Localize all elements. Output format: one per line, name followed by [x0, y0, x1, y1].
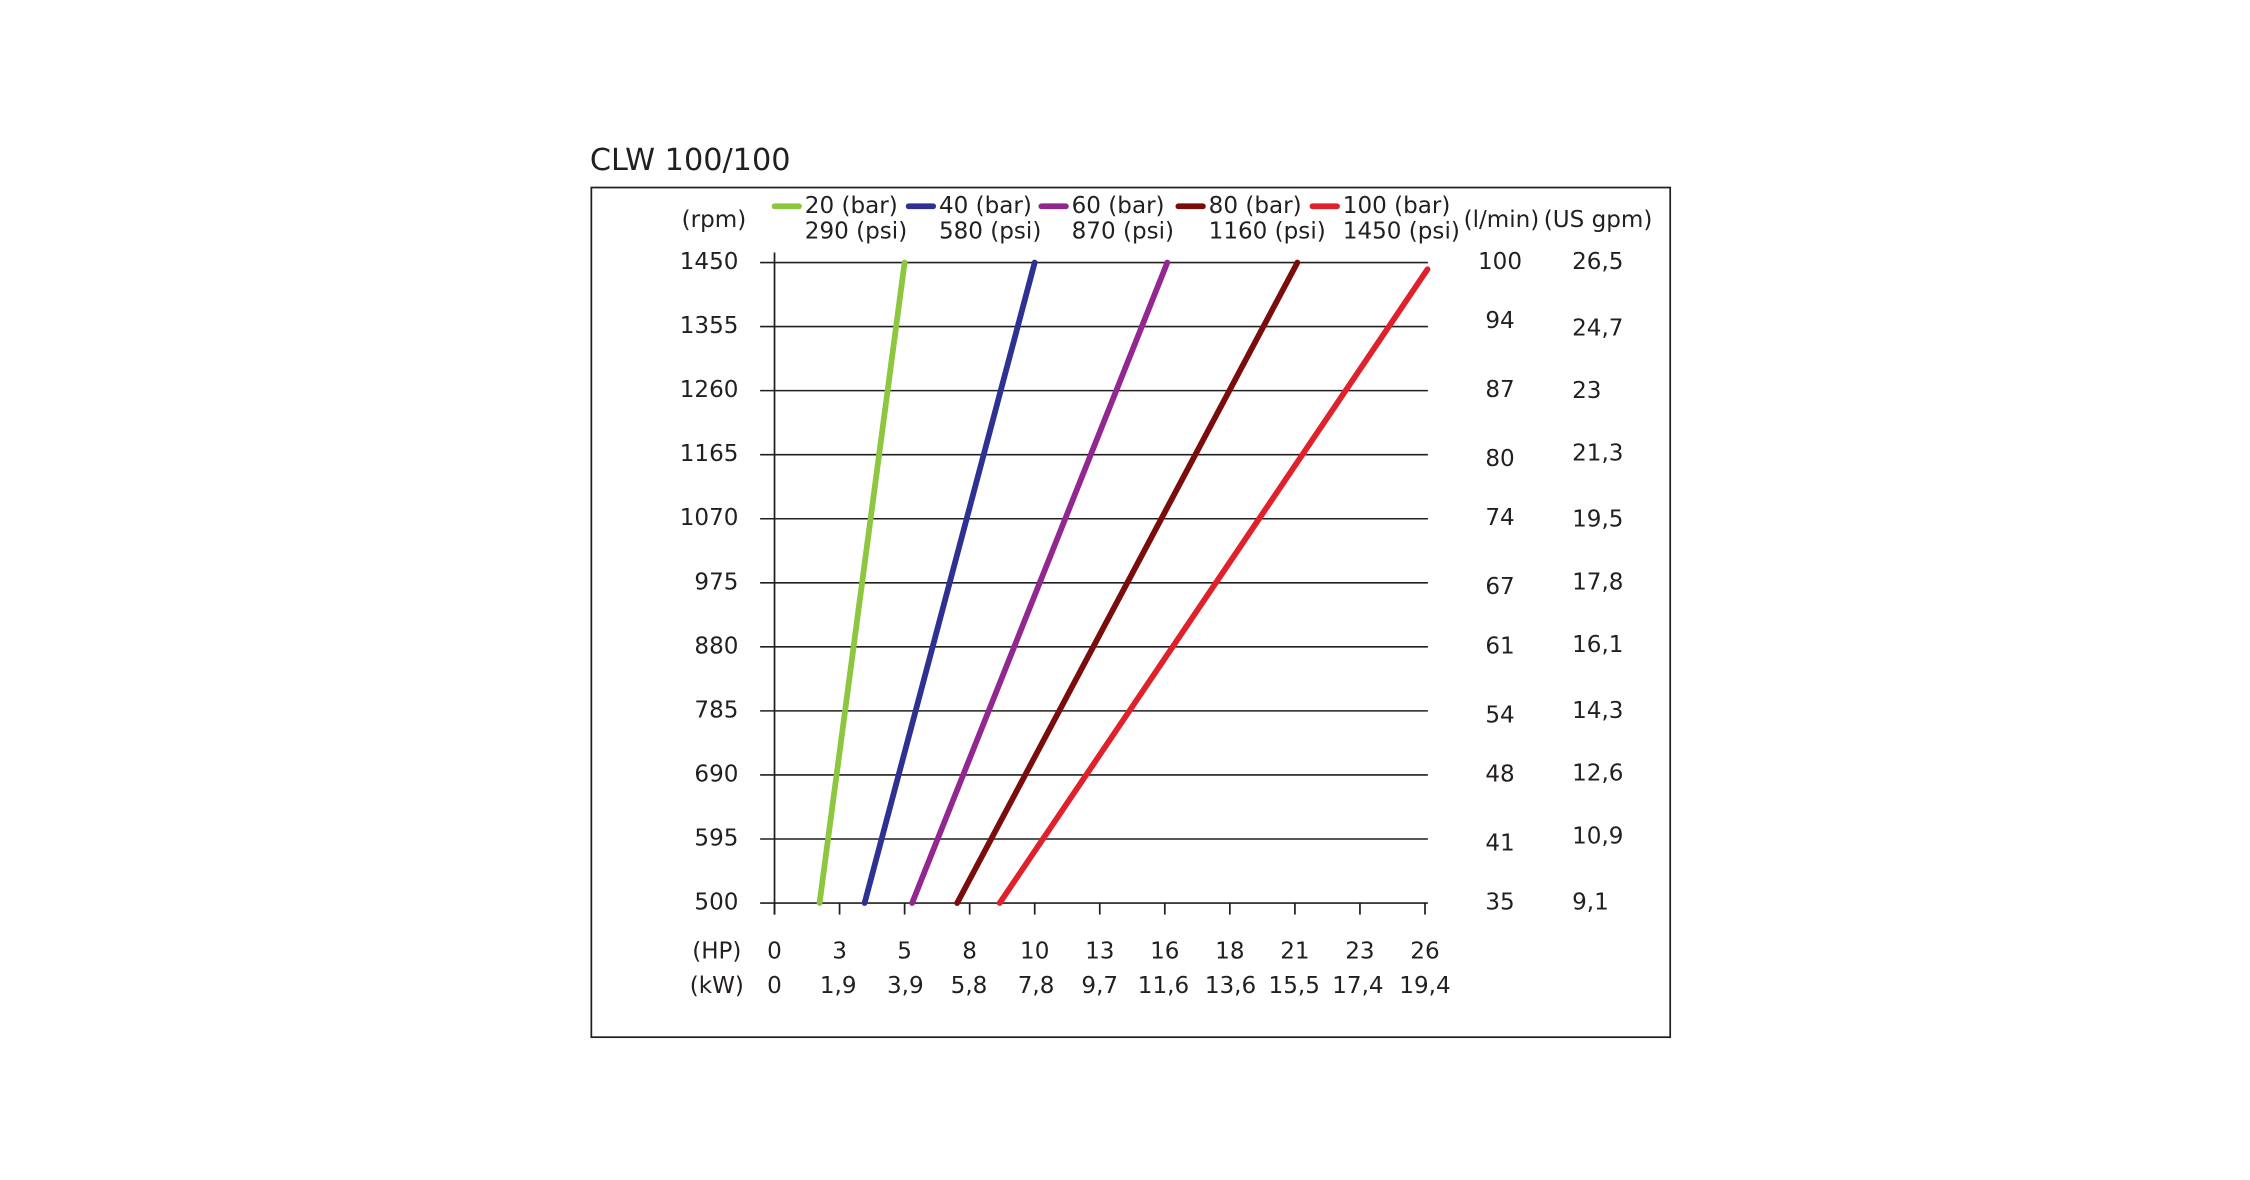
- y3-tick-label: 17,8: [1572, 569, 1623, 595]
- frame: [590, 186, 1672, 1039]
- legend-sublabel: 580 (psi): [939, 219, 1041, 245]
- x-tick-label: 21: [1280, 939, 1309, 965]
- y-axis-label: (rpm): [682, 207, 747, 233]
- x2-tick-label: 19,4: [1399, 973, 1450, 999]
- y3-tick-label: 9,1: [1572, 890, 1609, 916]
- x2-tick-label: 3,9: [887, 973, 924, 999]
- y-tick-label: 785: [694, 697, 738, 723]
- y2-axis-label: (l/min): [1464, 207, 1540, 233]
- legend-sublabel: 1450 (psi): [1343, 219, 1460, 245]
- x2-tick-label: 13,6: [1205, 973, 1256, 999]
- x2-axis-label: (kW): [690, 973, 744, 999]
- x-tick-label: 13: [1085, 939, 1114, 965]
- series-line: [816, 259, 908, 906]
- series-line: [996, 266, 1431, 906]
- chart-title: CLW 100/100: [590, 143, 791, 178]
- x-tick-label: 18: [1215, 939, 1244, 965]
- x2-tick-label: 1,9: [820, 973, 857, 999]
- x-axis-label: (HP): [692, 939, 741, 965]
- y2-tick-label: 87: [1485, 377, 1514, 403]
- x2-tick-label: 9,7: [1081, 973, 1118, 999]
- y-tick-label: 1070: [680, 505, 739, 531]
- y2-tick-label: 35: [1485, 890, 1514, 916]
- y-tick-label: 880: [694, 633, 738, 659]
- y-tick-label: 1355: [680, 313, 739, 339]
- series-line: [954, 259, 1301, 906]
- legend-label: 20 (bar): [805, 193, 898, 219]
- x2-tick-label: 5,8: [951, 973, 988, 999]
- y2-tick-label: 94: [1485, 308, 1514, 334]
- x-tick-label: 10: [1020, 939, 1049, 965]
- y-tick-label: 1165: [680, 441, 739, 467]
- y2-tick-label: 80: [1485, 446, 1514, 472]
- y-tick-label: 1450: [680, 249, 739, 275]
- legend-label: 80 (bar): [1209, 193, 1302, 219]
- y2-tick-label: 61: [1485, 633, 1514, 659]
- x-tick-label: 16: [1150, 939, 1179, 965]
- y3-tick-label: 23: [1572, 378, 1601, 404]
- x-tick-label: 0: [767, 939, 782, 965]
- y-tick-label: 975: [694, 569, 738, 595]
- x2-tick-label: 11,6: [1138, 973, 1189, 999]
- legend-label: 60 (bar): [1072, 193, 1165, 219]
- series-line: [909, 259, 1171, 906]
- x-tick-label: 3: [832, 939, 847, 965]
- y3-tick-label: 14,3: [1572, 698, 1623, 724]
- y-tick-label: 500: [694, 890, 738, 916]
- x-tick-label: 8: [962, 939, 977, 965]
- legend-label: 40 (bar): [939, 193, 1032, 219]
- y2-tick-label: 67: [1485, 574, 1514, 600]
- y-tick-label: 1260: [680, 377, 739, 403]
- x-tick-label: 26: [1410, 939, 1439, 965]
- y-tick-label: 595: [694, 825, 738, 851]
- x2-tick-label: 0: [767, 973, 782, 999]
- legend-label: 100 (bar): [1343, 193, 1451, 219]
- y2-tick-label: 74: [1485, 505, 1514, 531]
- x-tick-label: 5: [897, 939, 912, 965]
- y-tick-label: 690: [694, 761, 738, 787]
- y3-tick-label: 26,5: [1572, 249, 1623, 275]
- y3-tick-label: 16,1: [1572, 632, 1623, 658]
- y3-tick-label: 12,6: [1572, 761, 1623, 787]
- legend-sublabel: 1160 (psi): [1209, 219, 1326, 245]
- y2-tick-label: 41: [1485, 830, 1514, 856]
- y3-tick-label: 19,5: [1572, 507, 1623, 533]
- x-tick-label: 23: [1345, 939, 1374, 965]
- y3-axis-label: (US gpm): [1544, 207, 1653, 233]
- legend-sublabel: 870 (psi): [1072, 219, 1174, 245]
- y2-tick-label: 100: [1478, 249, 1522, 275]
- series-line: [861, 259, 1038, 906]
- x2-tick-label: 7,8: [1018, 973, 1055, 999]
- x2-tick-label: 15,5: [1269, 973, 1320, 999]
- legend-sublabel: 290 (psi): [805, 219, 907, 245]
- y3-tick-label: 24,7: [1572, 315, 1623, 341]
- y2-tick-label: 54: [1485, 702, 1514, 728]
- y3-tick-label: 21,3: [1572, 440, 1623, 466]
- y2-tick-label: 48: [1485, 761, 1514, 787]
- x2-tick-label: 17,4: [1332, 973, 1383, 999]
- y3-tick-label: 10,9: [1572, 823, 1623, 849]
